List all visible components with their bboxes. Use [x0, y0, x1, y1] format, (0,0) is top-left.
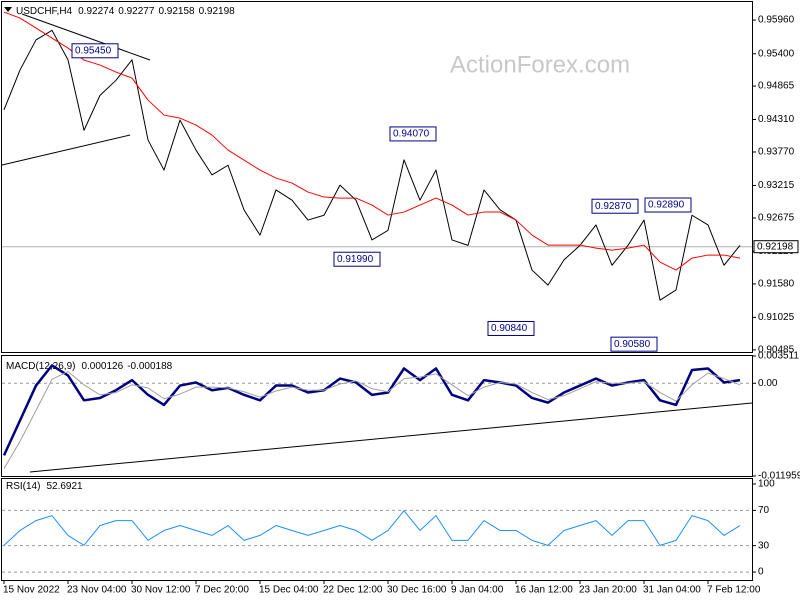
- x-tick-label: 23 Jan 20:00: [579, 585, 637, 596]
- price-annotation: 0.91990: [337, 254, 374, 265]
- header-value: 0.92198: [199, 6, 236, 17]
- y-tick-label: -0.011959: [758, 471, 800, 482]
- x-tick-label: 7 Dec 20:00: [195, 585, 249, 596]
- main-panel: [1, 1, 753, 353]
- indicator-name: MACD(12,26,9): [6, 361, 75, 372]
- x-tick-label: 30 Dec 16:00: [387, 585, 447, 596]
- y-tick-label: 70: [758, 505, 770, 516]
- panel-header: USDCHF,H4 0.92274 0.92277 0.92158 0.92198: [16, 6, 235, 17]
- header-value: 0.92277: [118, 6, 155, 17]
- x-tick-label: 30 Nov 12:00: [131, 585, 191, 596]
- series-line: [3, 11, 741, 271]
- y-tick-label: 0.93770: [758, 147, 795, 158]
- trendline: [21, 13, 151, 61]
- price-annotation: 0.90580: [614, 339, 651, 350]
- header-value: 52.6921: [46, 481, 83, 492]
- y-tick-label: 0.92675: [758, 213, 795, 224]
- price-annotation: 0.90840: [491, 323, 528, 334]
- header-value: -0.000188: [127, 361, 172, 372]
- header-value: 0.92274: [78, 6, 115, 17]
- x-tick-label: 31 Jan 04:00: [643, 585, 701, 596]
- price-annotation-box: [333, 251, 381, 267]
- price-annotation: 0.95450: [75, 45, 112, 56]
- trendline: [29, 402, 753, 473]
- panel-header: RSI(14) 52.6921: [6, 481, 83, 492]
- price-annotation: 0.92870: [595, 201, 632, 212]
- x-tick-label: 9 Jan 04:00: [451, 585, 504, 596]
- y-tick-label: 0.00: [758, 378, 778, 389]
- y-tick-label: 0.94865: [758, 81, 795, 92]
- series-line: [3, 29, 741, 301]
- x-tick-label: 22 Dec 12:00: [323, 585, 383, 596]
- price-annotation-box: [389, 126, 437, 142]
- y-tick-label: 30: [758, 540, 770, 551]
- y-tick-label: 0.91580: [758, 279, 795, 290]
- y-tick-label: 0.95400: [758, 48, 795, 59]
- last-price-box: [753, 240, 799, 254]
- y-tick-label: 100: [758, 479, 775, 490]
- x-tick-label: 15 Dec 04:00: [259, 585, 319, 596]
- panel-header: MACD(12,26,9) 0.000126 -0.000188: [6, 361, 173, 372]
- series-line: [3, 371, 741, 469]
- indicator-name: USDCHF,H4: [16, 6, 73, 17]
- x-tick-label: 7 Feb 12:00: [707, 585, 761, 596]
- macd-panel: [1, 355, 753, 477]
- price-annotation-box: [610, 336, 658, 352]
- rsi-panel: [1, 478, 753, 581]
- y-tick-label: 0.93215: [758, 180, 795, 191]
- watermark: ActionForex.com: [450, 51, 630, 78]
- x-tick-label: 15 Nov 2022: [3, 585, 60, 596]
- y-tick-label: 0.91025: [758, 312, 795, 323]
- price-annotation-box: [591, 198, 639, 214]
- last-price-label: 0.92198: [757, 241, 794, 252]
- y-tick-label: 0.95960: [758, 15, 795, 26]
- price-annotation: 0.94070: [393, 129, 430, 140]
- trendline: [1, 134, 131, 166]
- indicator-name: RSI(14): [6, 481, 40, 492]
- header-value: 0.92158: [158, 6, 195, 17]
- y-tick-label: 0.94310: [758, 114, 795, 125]
- x-tick-label: 16 Jan 12:00: [515, 585, 573, 596]
- header-value: 0.000126: [81, 361, 123, 372]
- price-annotation-box: [71, 43, 119, 59]
- y-tick-label: 0.90485: [758, 345, 795, 356]
- price-annotation-box: [487, 321, 535, 337]
- series-line: [2, 364, 741, 456]
- price-annotation-box: [644, 197, 692, 213]
- menu-icon: [4, 7, 12, 12]
- y-tick-label: 0: [758, 567, 764, 578]
- price-annotation: 0.92890: [648, 200, 685, 211]
- series-line: [3, 510, 741, 546]
- x-tick-label: 23 Nov 04:00: [67, 585, 127, 596]
- y-tick-label: 0.003511: [758, 351, 799, 362]
